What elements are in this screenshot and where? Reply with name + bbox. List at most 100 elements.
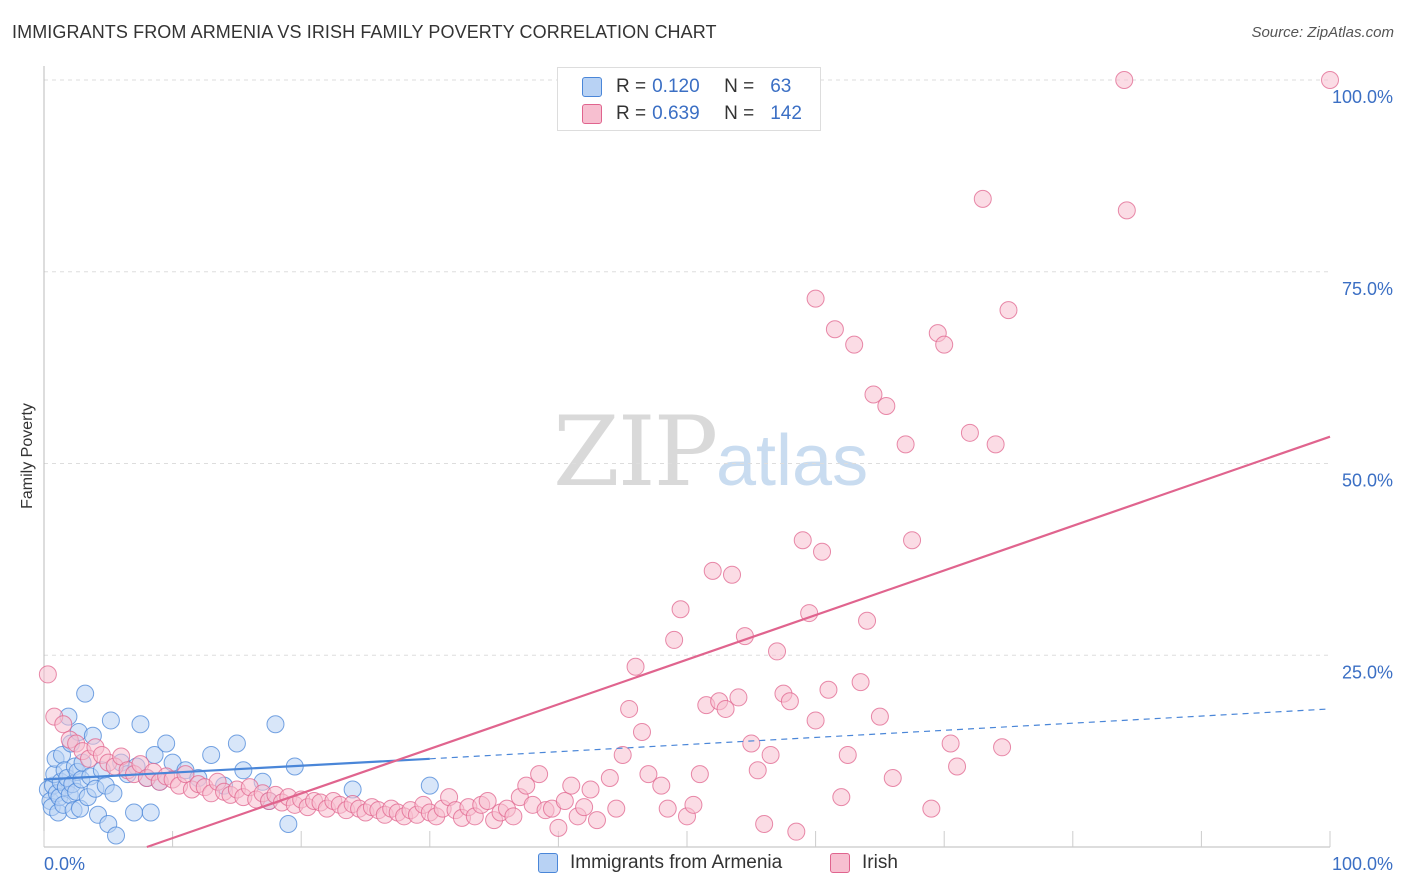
series-label-irish: Irish <box>862 852 898 873</box>
irish-point <box>575 798 594 817</box>
irish-point <box>896 435 915 454</box>
armenia-point <box>76 684 95 703</box>
irish-point <box>960 423 979 442</box>
irish-point <box>993 738 1012 757</box>
armenia-point <box>131 715 150 734</box>
armenia-point <box>125 803 144 822</box>
legend-n-value: 142 <box>770 103 802 124</box>
irish-point <box>819 680 838 699</box>
irish-point <box>632 722 651 741</box>
irish-point <box>652 776 671 795</box>
legend-row-armenia: R = 0.120 N = 63 <box>582 73 791 101</box>
armenia-point <box>279 814 298 833</box>
irish-point <box>716 699 735 718</box>
irish-point <box>38 665 57 684</box>
armenia-point <box>104 784 123 803</box>
y-tick-label: 50.0% <box>1342 471 1393 491</box>
irish-point <box>864 385 883 404</box>
series-legend-armenia: Immigrants from Armenia <box>538 852 782 874</box>
irish-point <box>883 768 902 787</box>
irish-point <box>54 715 73 734</box>
armenia-point <box>227 734 246 753</box>
armenia-point <box>266 715 285 734</box>
irish-point <box>793 531 812 550</box>
irish-point <box>607 799 626 818</box>
irish-point <box>729 688 748 707</box>
series-legend: Immigrants from Armenia Irish <box>0 852 1406 878</box>
legend-swatch-irish <box>582 104 602 124</box>
armenia-trend-extension <box>429 708 1331 760</box>
irish-point <box>999 301 1018 320</box>
irish-point <box>948 757 967 776</box>
irish-point <box>626 657 645 676</box>
irish-point <box>870 707 889 726</box>
irish-point <box>780 692 799 711</box>
armenia-point <box>234 761 253 780</box>
irish-point <box>742 734 761 753</box>
armenia-point <box>202 745 221 764</box>
series-label-armenia: Immigrants from Armenia <box>570 852 783 873</box>
irish-point <box>813 542 832 561</box>
irish-point <box>800 604 819 623</box>
armenia-point <box>101 711 120 730</box>
irish-point <box>1115 71 1134 89</box>
irish-point <box>658 799 677 818</box>
legend-r-value: 0.120 <box>652 76 700 97</box>
armenia-point <box>141 803 160 822</box>
irish-point <box>690 765 709 784</box>
legend-r-label: R = <box>616 76 647 97</box>
irish-point <box>723 565 742 584</box>
series-swatch-irish <box>830 853 850 873</box>
irish-point <box>787 822 806 841</box>
irish-point <box>903 531 922 550</box>
irish-point <box>1321 71 1339 89</box>
legend-r-value: 0.639 <box>652 103 700 124</box>
irish-point <box>768 642 787 661</box>
irish-point <box>1117 201 1136 220</box>
armenia-point <box>420 776 439 795</box>
series-legend-irish: Irish <box>830 852 898 874</box>
irish-point <box>613 745 632 764</box>
irish-point <box>973 189 992 208</box>
armenia-trend-line <box>43 757 430 781</box>
correlation-legend: R = 0.120 N = 63 R = 0.639 N = 142 <box>557 67 821 131</box>
irish-point <box>832 788 851 807</box>
irish-point <box>517 776 536 795</box>
irish-point <box>671 600 690 619</box>
y-tick-label: 75.0% <box>1342 279 1393 299</box>
series-swatch-armenia <box>538 853 558 873</box>
irish-point <box>806 711 825 730</box>
irish-point <box>562 776 581 795</box>
irish-point <box>555 791 574 810</box>
legend-row-irish: R = 0.639 N = 142 <box>582 100 802 128</box>
armenia-point <box>157 734 176 753</box>
legend-r-label: R = <box>616 103 647 124</box>
irish-point <box>620 699 639 718</box>
irish-point <box>478 791 497 810</box>
y-tick-label: 25.0% <box>1342 662 1393 682</box>
irish-point <box>755 814 774 833</box>
irish-point <box>639 765 658 784</box>
irish-point <box>761 745 780 764</box>
watermark-zip: ZIP <box>553 396 718 508</box>
irish-trend-line <box>146 435 1331 849</box>
watermark-atlas: atlas <box>716 421 869 501</box>
irish-point <box>851 673 870 692</box>
irish-point <box>176 765 195 784</box>
irish-point <box>825 320 844 339</box>
irish-point <box>587 811 606 830</box>
irish-point <box>600 768 619 787</box>
irish-point <box>806 289 825 308</box>
irish-point <box>986 435 1005 454</box>
irish-point <box>748 761 767 780</box>
irish-point <box>935 335 954 354</box>
irish-point <box>581 780 600 799</box>
armenia-point <box>107 826 126 845</box>
irish-point <box>941 734 960 753</box>
irish-point <box>665 630 684 649</box>
x-tick-label: 100.0% <box>1332 854 1393 874</box>
irish-point <box>684 795 703 814</box>
legend-n-value: 63 <box>770 76 792 97</box>
legend-n-label: N = <box>724 76 755 97</box>
x-tick-label: 0.0% <box>44 854 85 874</box>
